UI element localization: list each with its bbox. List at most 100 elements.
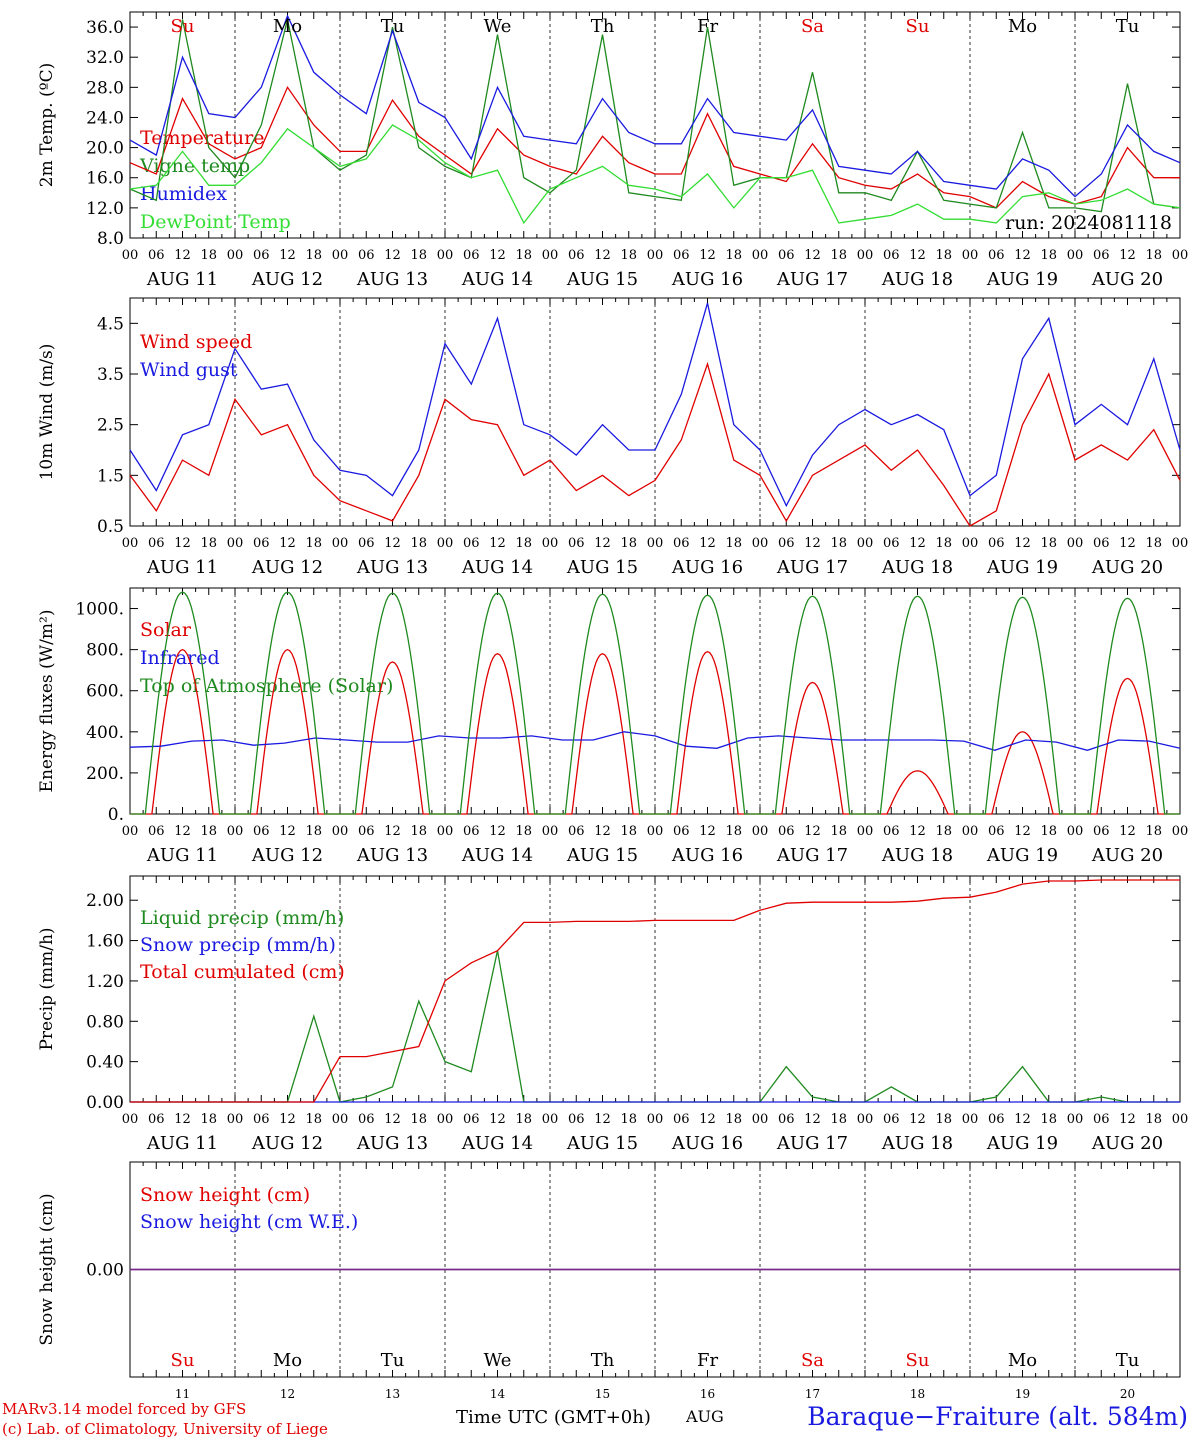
weekday-label-top: We: [484, 16, 512, 37]
y-tick-label: 3.5: [97, 365, 124, 385]
hour-tick-label: 18: [725, 248, 742, 263]
hour-tick-label: 00: [437, 248, 454, 263]
y-axis-label: 10m Wind (m/s): [37, 344, 57, 481]
weekday-label-top: Mo: [1008, 16, 1037, 37]
hour-tick-label: 06: [673, 248, 690, 263]
hour-tick-label: 00: [857, 536, 874, 551]
hour-tick-label: 12: [489, 248, 506, 263]
hour-tick-label: 06: [883, 824, 900, 839]
y-tick-label: 0.00: [86, 1261, 124, 1281]
hour-tick-label: 12: [804, 824, 821, 839]
day-label: AUG 18: [881, 557, 953, 578]
y-axis-label: Precip (mm/h): [37, 927, 57, 1050]
hour-tick-label: 12: [384, 824, 401, 839]
hour-tick-label: 18: [620, 248, 637, 263]
day-label: AUG 16: [671, 845, 743, 866]
hour-tick-label: 12: [804, 1112, 821, 1127]
hour-tick-label: 06: [673, 536, 690, 551]
day-number-label: 11: [175, 1387, 190, 1401]
hour-tick-label: 18: [200, 248, 217, 263]
hour-tick-label: 00: [752, 248, 769, 263]
hour-tick-label: 06: [988, 824, 1005, 839]
day-label: AUG 13: [356, 557, 428, 578]
day-label: AUG 18: [881, 1133, 953, 1154]
hour-tick-label: 12: [1119, 824, 1136, 839]
hour-tick-label: 18: [410, 248, 427, 263]
day-label: AUG 17: [776, 269, 848, 290]
hour-tick-label: 00: [542, 248, 559, 263]
hour-tick-label: 06: [463, 536, 480, 551]
day-label: AUG 11: [146, 1133, 218, 1154]
day-number-label: 14: [490, 1387, 506, 1401]
hour-tick-label: 12: [279, 824, 296, 839]
y-tick-label: 1.5: [97, 466, 124, 486]
hour-tick-label: 00: [542, 536, 559, 551]
hour-tick-label: 00: [437, 536, 454, 551]
hour-tick-label: 06: [673, 1112, 690, 1127]
day-label: AUG 16: [671, 269, 743, 290]
weekday-label-top: Fr: [697, 16, 718, 37]
hour-tick-label: 06: [358, 536, 375, 551]
y-tick-label: 0.5: [97, 517, 124, 537]
hour-tick-label: 00: [1172, 536, 1189, 551]
hour-tick-label: 00: [437, 824, 454, 839]
hour-tick-label: 00: [122, 536, 139, 551]
hour-tick-label: 06: [883, 1112, 900, 1127]
day-number-label: 18: [910, 1387, 925, 1401]
series-line-temperature: [129, 85, 1180, 209]
day-label: AUG 15: [566, 269, 638, 290]
hour-tick-label: 18: [305, 248, 322, 263]
hour-tick-label: 06: [778, 1112, 795, 1127]
weekday-label-top: Su: [171, 16, 195, 37]
hour-tick-label: 18: [935, 536, 952, 551]
hour-tick-label: 06: [358, 1112, 375, 1127]
hour-tick-label: 18: [305, 824, 322, 839]
day-label: AUG 13: [356, 269, 428, 290]
hour-tick-label: 12: [909, 1112, 926, 1127]
weekday-label-bottom: Su: [906, 1350, 930, 1371]
hour-tick-label: 00: [122, 1112, 139, 1127]
y-axis-label: Energy fluxes (W/m²): [37, 610, 57, 793]
hour-tick-label: 12: [384, 1112, 401, 1127]
day-label: AUG 12: [251, 1133, 323, 1154]
hour-tick-label: 12: [384, 536, 401, 551]
weekday-label-bottom: Sa: [801, 1350, 824, 1371]
series-line-vigne-temp: [129, 19, 1181, 213]
hour-tick-label: 00: [227, 824, 244, 839]
hour-tick-label: 18: [1145, 1112, 1162, 1127]
hour-tick-label: 06: [883, 536, 900, 551]
day-label: AUG 15: [566, 1133, 638, 1154]
hour-tick-label: 18: [1145, 824, 1162, 839]
hour-tick-label: 18: [410, 1112, 427, 1127]
day-number-label: 17: [805, 1387, 820, 1401]
y-tick-label: 1000.: [75, 600, 124, 620]
y-tick-label: 32.0: [86, 48, 124, 68]
hour-tick-label: 06: [988, 536, 1005, 551]
weekday-label-bottom: Tu: [381, 1350, 405, 1371]
day-label: AUG 12: [251, 557, 323, 578]
hour-tick-label: 00: [1067, 536, 1084, 551]
hour-tick-label: 06: [778, 536, 795, 551]
hour-tick-label: 18: [830, 248, 847, 263]
hour-tick-label: 18: [1040, 1112, 1057, 1127]
hour-tick-label: 12: [1119, 248, 1136, 263]
legend-entry: Snow height (cm W.E.): [140, 1211, 358, 1233]
model-credit: MARv3.14 model forced by GFS: [2, 1400, 247, 1418]
day-label: AUG 14: [461, 557, 533, 578]
y-tick-label: 12.0: [86, 199, 124, 219]
hour-tick-label: 18: [1040, 248, 1057, 263]
hour-tick-label: 18: [515, 536, 532, 551]
day-number-label: 13: [385, 1387, 400, 1401]
legend-entry: Liquid precip (mm/h): [140, 907, 344, 929]
day-label: AUG 18: [881, 845, 953, 866]
weekday-label-top: Th: [591, 16, 615, 37]
hour-tick-label: 06: [463, 248, 480, 263]
y-tick-label: 0.: [108, 805, 124, 825]
hour-tick-label: 18: [410, 824, 427, 839]
hour-tick-label: 00: [962, 1112, 979, 1127]
y-tick-label: 1.60: [86, 932, 124, 952]
y-tick-label: 0.00: [86, 1093, 124, 1113]
hour-tick-label: 06: [253, 248, 270, 263]
day-label: AUG 20: [1091, 557, 1163, 578]
